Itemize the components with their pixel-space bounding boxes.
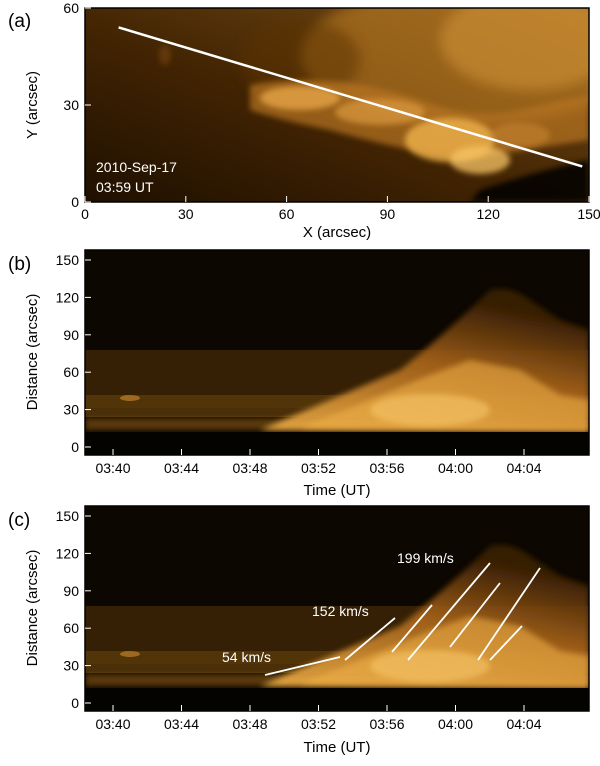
panel-c-ytick-label: 30	[63, 658, 79, 674]
panel-c-label: (c)	[8, 510, 30, 531]
panel-c-ylabel: Distance (arcsec)	[24, 550, 41, 667]
panel-b-ticks: 03:40 03:44 03:48 03:52 03:56 04:00 04:04 0 30 60…	[56, 252, 542, 476]
panel-a-xtick-label: 150	[577, 206, 600, 222]
panel-b-xtick-label: 03:52	[301, 460, 336, 476]
panel-c-xtick-label: 04:04	[506, 716, 541, 732]
fit-line-54	[264, 656, 341, 676]
panel-b-label: (b)	[8, 254, 31, 275]
panel-a-label: (a)	[8, 11, 31, 32]
panel-a-xlabel: X (arcsec)	[303, 224, 371, 241]
panel-a-xtick-label: 90	[380, 206, 396, 222]
panel-a-ytick-label: 60	[63, 0, 79, 16]
panel-c: 54 km/s 152 km/s 199 km/s (c) 03:40 03:44…	[8, 505, 590, 756]
speed-label-199: 199 km/s	[397, 550, 454, 566]
panel-c-ticks: 03:40 03:44 03:48 03:52 03:56 04:00 04:04 0 30 60…	[56, 508, 542, 732]
fit-line-152-b	[391, 604, 433, 653]
panel-b-xtick-label: 03:48	[232, 460, 267, 476]
panel-b-frame	[84, 249, 590, 456]
speed-label-54: 54 km/s	[222, 649, 271, 665]
panel-a-xtick-label: 120	[477, 206, 501, 222]
panel-c-frame	[84, 505, 590, 712]
panel-b-image	[85, 250, 589, 455]
panel-c-xtick-label: 03:48	[232, 716, 267, 732]
panel-c-image	[85, 506, 589, 711]
date-annotation: 2010-Sep-17	[96, 159, 177, 175]
fit-line-199-c	[477, 567, 541, 661]
panel-c-xtick-label: 03:44	[164, 716, 199, 732]
panel-c-xlabel: Time (UT)	[304, 739, 371, 756]
panel-b-ytick-label: 150	[56, 252, 80, 268]
panel-c-xtick-label: 03:40	[95, 716, 130, 732]
panel-b-ytick-label: 0	[71, 439, 79, 455]
slit-line	[118, 26, 583, 168]
panel-a-ticks: 0 30 60 90 120 150 0 30 60	[63, 0, 600, 222]
fit-line-199-d	[489, 625, 523, 661]
fit-line-199-a	[407, 562, 491, 661]
panel-a-image	[85, 8, 589, 202]
panel-a-ylabel: Y (arcsec)	[24, 71, 41, 139]
panel-c-xtick-label: 04:00	[438, 716, 473, 732]
panel-b-ytick-label: 60	[63, 364, 79, 380]
panel-b-xtick-label: 03:56	[369, 460, 404, 476]
panel-a: (a) 2010-Sep-17 03:59 UT 0 30 60 90 120 150 0 3…	[8, 0, 600, 241]
speed-label-152: 152 km/s	[312, 603, 369, 619]
panel-c-ytick-label: 60	[63, 620, 79, 636]
panel-b-ylabel: Distance (arcsec)	[24, 294, 41, 411]
panel-a-xtick-label: 30	[178, 206, 194, 222]
panel-b: (b) 03:40 03:44 03:48 03:52 03:56 04:00 04:040…	[8, 249, 590, 499]
fit-line-199-b	[449, 582, 501, 648]
panel-c-ytick-label: 120	[56, 545, 80, 561]
panel-b-xtick-label: 04:04	[506, 460, 541, 476]
panel-a-xtick-label: 0	[81, 206, 89, 222]
speed-fit-lines	[264, 562, 541, 676]
panel-c-ytick-label: 0	[71, 695, 79, 711]
panel-b-ytick-label: 90	[63, 327, 79, 343]
panel-b-ytick-label: 120	[56, 289, 80, 305]
fit-line-152-a	[344, 617, 396, 661]
panel-b-xtick-label: 03:44	[164, 460, 199, 476]
panel-a-ytick-label: 30	[63, 97, 79, 113]
panel-a-ytick-label: 0	[71, 194, 79, 210]
panel-a-xtick-label: 60	[279, 206, 295, 222]
panel-c-ytick-label: 150	[56, 508, 80, 524]
time-annotation: 03:59 UT	[96, 179, 154, 195]
panel-c-ytick-label: 90	[63, 583, 79, 599]
panel-b-xtick-label: 03:40	[95, 460, 130, 476]
panel-c-xtick-label: 03:56	[369, 716, 404, 732]
panel-c-xtick-label: 03:52	[301, 716, 336, 732]
panel-b-xlabel: Time (UT)	[304, 482, 371, 499]
panel-b-xtick-label: 04:00	[438, 460, 473, 476]
panel-b-ytick-label: 30	[63, 402, 79, 418]
